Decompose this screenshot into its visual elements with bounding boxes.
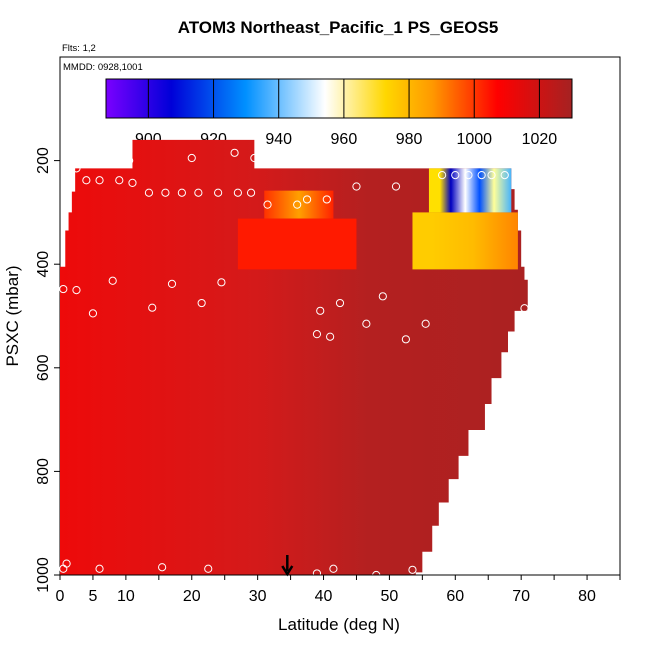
observation-markers xyxy=(59,148,529,580)
observation-point xyxy=(161,188,170,197)
observation-point xyxy=(194,188,203,197)
observation-point xyxy=(95,176,104,185)
marker-head xyxy=(281,565,294,577)
x-tick-label: 20 xyxy=(183,588,201,605)
observation-point xyxy=(59,284,68,294)
observation-point xyxy=(263,200,272,209)
anomaly-band-north-top xyxy=(428,168,512,213)
observation-point xyxy=(88,309,98,318)
observation-point xyxy=(401,335,410,344)
colorbar-tick-label: 960 xyxy=(331,131,358,148)
y-tick-label: 400 xyxy=(35,251,52,278)
colorbar-tick-label: 1020 xyxy=(522,131,558,148)
observation-point xyxy=(158,563,167,572)
observation-point xyxy=(177,188,186,197)
observation-point xyxy=(108,276,117,285)
observation-point xyxy=(312,330,322,339)
observation-point xyxy=(335,298,345,308)
x-tick-label: 70 xyxy=(512,588,530,605)
observation-point xyxy=(520,304,529,313)
observation-point xyxy=(128,178,137,187)
observation-point xyxy=(316,306,325,315)
flights-label: Flts: 1,2 xyxy=(62,43,96,54)
observation-point xyxy=(62,559,71,568)
observation-point xyxy=(477,171,486,180)
x-tick-label: 80 xyxy=(578,588,596,605)
y-axis-label: PSXC (mbar) xyxy=(3,265,22,366)
dates-label: MMDD: 0928,1001 xyxy=(63,62,143,73)
observation-point xyxy=(329,564,338,573)
observation-point xyxy=(115,176,124,185)
y-axis: 200 400 600 800 1000 xyxy=(35,147,60,593)
colorbar-ticks: 900 920 940 960 980 1000 1020 xyxy=(135,79,557,148)
anomaly-band-mid-lower xyxy=(237,218,357,270)
colorbar-tick-label: 940 xyxy=(265,131,292,148)
observation-point xyxy=(408,565,417,574)
observation-point xyxy=(302,195,312,204)
observation-point xyxy=(421,319,430,328)
colorbar-gradient xyxy=(105,78,573,119)
observation-point xyxy=(451,171,460,180)
x-tick-label: 60 xyxy=(446,588,464,605)
y-tick-label: 800 xyxy=(35,458,52,485)
x-axis: 0 5 10 20 30 40 50 60 70 80 xyxy=(56,574,621,605)
observation-point xyxy=(500,171,509,180)
latitude-marker-arrow xyxy=(281,555,294,577)
observation-point xyxy=(352,182,361,191)
colorbar: 900 920 940 960 980 1000 1020 xyxy=(105,78,573,148)
observation-point xyxy=(214,188,223,197)
observation-point xyxy=(362,319,371,328)
field-region xyxy=(60,139,528,575)
observation-point xyxy=(230,148,239,157)
observation-point xyxy=(391,182,401,191)
y-tick-label: 1000 xyxy=(35,557,52,593)
heatmap-field xyxy=(60,139,528,575)
observation-point xyxy=(293,200,302,209)
observation-point xyxy=(233,188,242,197)
observation-point xyxy=(125,156,134,165)
observation-point xyxy=(326,332,335,341)
x-tick-label: 40 xyxy=(315,588,333,605)
colorbar-tick-label: 1000 xyxy=(456,131,492,148)
x-tick-label: 30 xyxy=(249,588,267,605)
anomaly-band-mid xyxy=(264,190,334,219)
anomaly-band-north xyxy=(412,212,518,270)
colorbar-tick-label: 980 xyxy=(396,131,423,148)
observation-point xyxy=(72,286,81,295)
observation-point xyxy=(217,278,226,287)
observation-point xyxy=(167,279,177,288)
observation-point xyxy=(148,303,157,312)
observation-point xyxy=(378,292,387,301)
observation-point xyxy=(197,298,206,308)
y-tick-label: 200 xyxy=(35,147,52,174)
observation-point xyxy=(204,564,213,573)
observation-point xyxy=(72,164,81,173)
y-tick-label: 600 xyxy=(35,354,52,381)
x-tick-label: 50 xyxy=(381,588,399,605)
observation-point xyxy=(82,176,91,185)
x-axis-label: Latitude (deg N) xyxy=(278,615,400,634)
x-tick-label: 10 xyxy=(117,588,135,605)
observation-point xyxy=(187,153,196,163)
chart-title: ATOM3 Northeast_Pacific_1 PS_GEOS5 xyxy=(178,18,499,37)
x-tick-label: 0 xyxy=(56,588,65,605)
observation-point xyxy=(144,188,154,197)
observation-point xyxy=(246,188,256,197)
observation-point xyxy=(250,153,259,163)
x-tick-label: 5 xyxy=(88,588,97,605)
observation-point xyxy=(464,171,473,180)
observation-point xyxy=(438,171,447,180)
observation-point xyxy=(322,195,331,204)
observation-point xyxy=(95,564,104,573)
observation-point xyxy=(312,569,322,578)
observation-point xyxy=(487,171,496,180)
